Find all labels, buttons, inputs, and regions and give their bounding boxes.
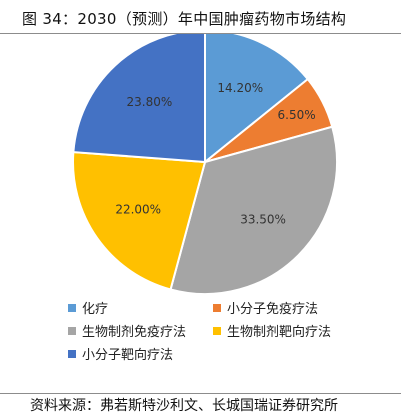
legend-label-1: 化疗 bbox=[82, 302, 109, 317]
legend-item-2: 小分子免疫疗法 bbox=[213, 298, 318, 317]
legend-label-2: 小分子免疫疗法 bbox=[227, 302, 319, 317]
legend-swatch-5 bbox=[68, 349, 76, 358]
legend-swatch-4 bbox=[213, 326, 221, 335]
pie-slice-1 bbox=[204, 34, 310, 165]
bottom-rule bbox=[0, 393, 401, 394]
legend-swatch-2 bbox=[213, 303, 221, 312]
pie-slice-3 bbox=[169, 125, 338, 295]
pie-data-label-1: 14.20% bbox=[217, 81, 263, 95]
pie-slice-4 bbox=[72, 150, 207, 291]
pie-slice-5 bbox=[72, 34, 206, 164]
pie-data-label-4: 22.00% bbox=[115, 202, 161, 216]
pie-data-label-3: 33.50% bbox=[240, 213, 286, 227]
legend-swatch-3 bbox=[68, 326, 76, 335]
legend-item-5: 小分子靶向疗法 bbox=[68, 344, 173, 363]
legend-item-4: 生物制剂靶向疗法 bbox=[213, 321, 331, 340]
figure-footer: 资料来源：弗若斯特沙利文、长城国瑞证券研究所 bbox=[0, 394, 401, 414]
figure-source: 资料来源：弗若斯特沙利文、长城国瑞证券研究所 bbox=[30, 398, 338, 414]
chart-legend: 化疗 小分子免疫疗法生物制剂免疫疗法 生物制剂靶向疗法小分子靶向疗法 bbox=[68, 298, 388, 368]
legend-item-3: 生物制剂免疫疗法 bbox=[68, 321, 186, 340]
legend-item-1: 化疗 bbox=[68, 298, 108, 317]
legend-label-3: 生物制剂免疫疗法 bbox=[82, 325, 187, 340]
legend-label-4: 生物制剂靶向疗法 bbox=[227, 325, 332, 340]
figure-title: 图 34：2030（预测）年中国肿瘤药物市场结构 bbox=[22, 10, 347, 28]
legend-label-5: 小分子靶向疗法 bbox=[82, 348, 174, 363]
legend-swatch-1 bbox=[68, 303, 76, 312]
pie-data-label-2: 6.50% bbox=[278, 108, 316, 122]
pie-data-label-5: 23.80% bbox=[127, 95, 173, 109]
pie-chart: 14.20% 6.50% 33.50% 22.00% 23.80% bbox=[72, 34, 338, 295]
figure-header: 图 34：2030（预测）年中国肿瘤药物市场结构 bbox=[0, 0, 401, 34]
